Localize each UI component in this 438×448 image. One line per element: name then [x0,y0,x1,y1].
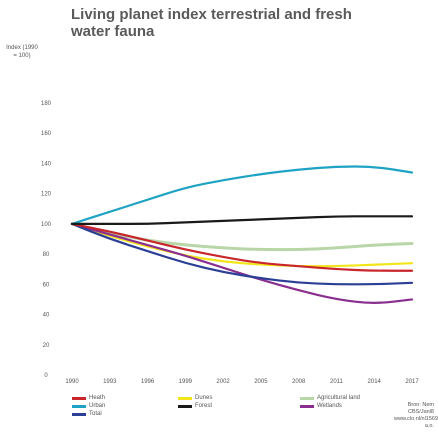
y-axis-label: Index (1990 = 100) [6,45,38,59]
legend-item-urban: Urban [72,403,105,409]
x-tick-label: 2011 [330,379,344,385]
legend-item-forest: Forest [178,403,212,409]
legend-item-heath: Heath [72,395,105,401]
source-line-2: CBS/Janl8 [408,409,434,415]
y-tick-label: 100 [41,222,52,228]
series-line-forest [70,215,414,225]
y-tick-label: 20 [43,343,50,349]
legend-swatch [300,396,314,400]
y-axis-ticks: 0 20 40 60 80 100 120 140 160 180 [41,101,52,379]
legend-label: Total [89,411,102,417]
y-tick-label: 60 [43,282,50,288]
series-line-urban [70,165,414,225]
y-tick-label: 140 [41,161,52,167]
series-line-wetlands [70,222,414,304]
series-line-dunes [70,222,414,268]
legend-item-agricultural-land: Agricultural land [300,395,360,401]
x-tick-label: 2008 [292,379,306,385]
x-tick-label: 1996 [141,379,155,385]
series-line-heath [70,222,414,272]
x-tick-label: 2017 [405,379,419,385]
x-tick-label: 1999 [179,379,193,385]
legend-label: Wetlands [317,403,342,409]
legend-item-total: Total [72,411,102,417]
legend-swatch [178,396,192,400]
source-line-3: www.clo.nl/nl1569 a.o. [394,416,438,429]
source-line-1: Bron: Nem [407,402,434,408]
y-tick-label: 180 [41,101,52,107]
x-tick-label: 2005 [254,379,268,385]
y-tick-label: 40 [43,313,50,319]
legend-swatch [72,404,86,408]
legend-label: Heath [89,395,106,401]
series-line-agricultural-land [70,222,414,252]
source-note: Bron: Nem CBS/Janl8 www.clo.nl/nl1569 a.… [394,402,438,430]
y-tick-label: 0 [44,373,48,379]
legend-label: Dunes [195,395,213,401]
legend-label: Forest [195,403,213,409]
legend-swatch [178,404,192,408]
series-lines [70,165,414,304]
x-tick-label: 2002 [216,379,230,385]
legend-item-wetlands: Wetlands [300,403,342,409]
x-tick-label: 2014 [368,379,382,385]
legend-swatch [300,404,314,408]
x-tick-label: 1993 [103,379,117,385]
legend-label: Agricultural land [317,395,361,401]
x-tick-label: 1990 [65,379,79,385]
legend-swatch [72,396,86,400]
x-axis-ticks: 1990 1993 1996 1999 2002 2005 2008 2011 2014 2017 [65,379,419,385]
y-tick-label: 160 [41,131,52,137]
legend-label: Urban [89,403,106,409]
legend-item-dunes: Dunes [178,395,212,401]
y-tick-label: 80 [43,252,50,258]
legend-swatch [72,412,86,416]
y-tick-label: 120 [41,192,52,198]
series-line-total [70,222,414,286]
chart-title: Living planet index terrestrial and fres… [71,6,352,40]
